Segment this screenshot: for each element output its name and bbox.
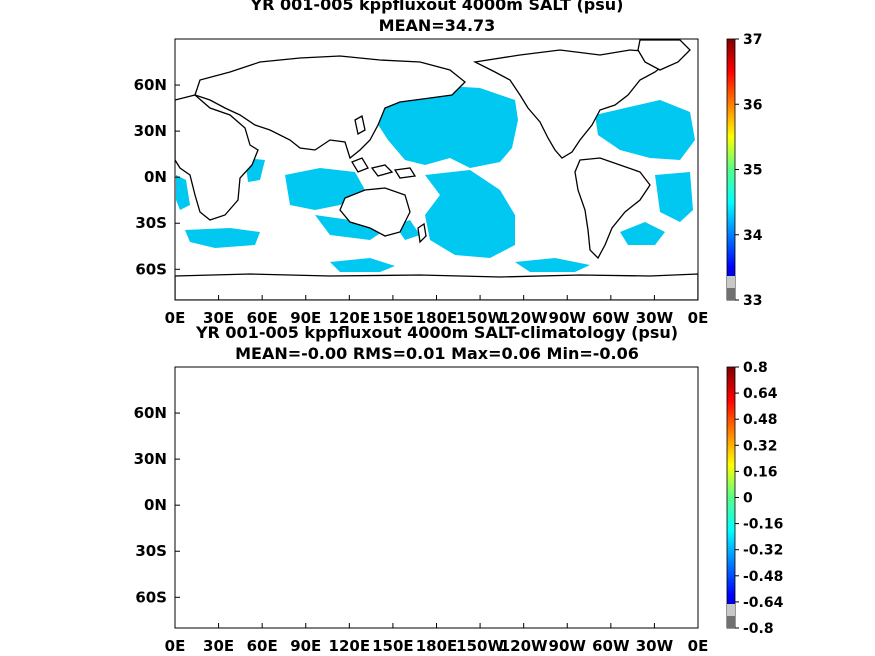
colorbar-tick-label: 37	[743, 32, 762, 48]
x-tick-label: 150E	[372, 309, 414, 327]
panel-1-colorbar-underflow	[727, 276, 735, 288]
panel-2-plot-background	[175, 367, 698, 628]
panel-1-colorbar-bar	[726, 38, 736, 301]
x-tick-label: 60W	[592, 637, 630, 655]
panel-2-title: YR 001-005 kppfluxout 4000m SALT-climato…	[195, 323, 678, 342]
x-tick-label: 120E	[329, 637, 371, 655]
colorbar-tick-label: 34	[743, 228, 763, 244]
indian-south-patch	[315, 215, 385, 240]
x-tick-label: 60E	[247, 637, 278, 655]
y-tick-label: 30S	[135, 542, 167, 560]
eurasia-shape	[194, 55, 466, 160]
colorbar-tick-label: 33	[743, 293, 762, 309]
x-tick-label: 180E	[416, 309, 458, 327]
colorbar-tick-label: -0.64	[743, 595, 784, 611]
atlantic-north-patch	[595, 100, 695, 160]
x-tick-label: 0E	[688, 309, 709, 327]
panel-1-subtitle: MEAN=34.73	[379, 16, 496, 35]
colorbar-tick-label: 36	[743, 97, 762, 113]
south-pacific-patch	[425, 170, 515, 258]
panel-1-salinity-field	[176, 85, 695, 272]
colorbar-tick-label: 0.32	[743, 438, 778, 454]
panel-2-colorbar-underflow	[727, 604, 735, 616]
x-tick-label: 90W	[549, 637, 587, 655]
panel-2-colorbar-ticks: 0.8 0.64 0.48 0.32 0.16 0 -0.16 -0.32 -0.48 -0.64…	[735, 360, 784, 637]
x-tick-label: 150W	[456, 637, 504, 655]
x-tick-label: 0E	[688, 637, 709, 655]
panel-1-title: YR 001-005 kppfluxout 4000m SALT (psu)	[250, 0, 624, 14]
panel-2-colorbar-bar	[726, 366, 736, 629]
panel-1-colorbar: 37 36 35 34 33	[726, 32, 763, 309]
x-tick-label: 30W	[636, 309, 674, 327]
x-tick-label: 30W	[636, 637, 674, 655]
colorbar-tick-label: -0.16	[743, 517, 783, 533]
x-tick-label: 120W	[500, 309, 548, 327]
colorbar-tick-label: 35	[743, 163, 762, 179]
y-tick-label: 0N	[144, 168, 167, 186]
panel-2: YR 001-005 kppfluxout 4000m SALT-climato…	[134, 323, 784, 655]
north-america-shape	[472, 49, 670, 159]
colorbar-tick-label: 0.48	[743, 412, 778, 428]
atlantic-sw-patch	[620, 222, 665, 245]
y-tick-label: 60N	[134, 404, 167, 422]
x-tick-label: 90W	[549, 309, 587, 327]
x-tick-label: 60E	[247, 309, 278, 327]
y-tick-label: 30N	[134, 450, 167, 468]
y-tick-label: 60S	[135, 588, 167, 606]
colorbar-tick-label: 0.16	[743, 464, 778, 480]
x-tick-label: 0E	[165, 637, 186, 655]
africa-shape	[175, 94, 259, 221]
y-tick-label: 30S	[135, 214, 167, 232]
north-pacific-patch	[375, 85, 518, 168]
x-tick-label: 30E	[203, 637, 234, 655]
maritime-continent-islands	[351, 114, 417, 179]
colorbar-tick-label: -0.32	[743, 543, 783, 559]
x-tick-label: 150W	[456, 309, 504, 327]
colorbar-tick-label: 0.64	[743, 386, 778, 402]
x-tick-label: 150E	[372, 637, 414, 655]
south-america-shape	[574, 157, 651, 260]
australia-shape	[339, 187, 411, 237]
antarctica-shape	[175, 273, 698, 300]
x-tick-label: 30E	[203, 309, 234, 327]
colorbar-tick-label: -0.48	[743, 569, 783, 585]
panel-1-colorbar-underflow-dark	[727, 288, 735, 300]
panel-1-continents	[175, 39, 698, 300]
x-tick-label: 60W	[592, 309, 630, 327]
colorbar-tick-label: -0.8	[743, 621, 774, 637]
y-tick-label: 0N	[144, 496, 167, 514]
panel-2-subtitle: MEAN=-0.00 RMS=0.01 Max=0.06 Min=-0.06	[235, 344, 639, 363]
panel-2-colorbar-underflow-dark	[727, 616, 735, 628]
southern-ocean-patch-1	[185, 228, 260, 248]
x-tick-label: 90E	[290, 637, 321, 655]
southern-ocean-patch-2	[515, 258, 590, 272]
panel-2-y-ticks: 60N 30N 0N 30S 60S	[134, 404, 180, 606]
panel-1-y-ticks: 60N 30N 0N 30S 60S	[134, 76, 180, 278]
panel-2-colorbar: 0.8 0.64 0.48 0.32 0.16 0 -0.16 -0.32 -0.48 -0.64…	[726, 360, 784, 637]
west-africa-patch	[176, 175, 190, 210]
x-tick-label: 120W	[500, 637, 548, 655]
southern-ocean-patch-3	[330, 258, 395, 272]
y-tick-label: 30N	[134, 122, 167, 140]
x-tick-label: 90E	[290, 309, 321, 327]
x-tick-label: 180E	[416, 637, 458, 655]
x-tick-label: 120E	[329, 309, 371, 327]
x-tick-label: 0E	[165, 309, 186, 327]
panel-1-colorbar-ticks: 37 36 35 34 33	[735, 32, 763, 309]
new-zealand-islands	[417, 222, 427, 244]
y-tick-label: 60N	[134, 76, 167, 94]
atlantic-south-patch	[655, 172, 693, 222]
greenland-shape	[637, 39, 691, 71]
colorbar-tick-label: 0	[743, 491, 753, 507]
panel-1: YR 001-005 kppfluxout 4000m SALT (psu) M…	[134, 0, 763, 327]
colorbar-tick-label: 0.8	[743, 360, 768, 376]
y-tick-label: 60S	[135, 260, 167, 278]
